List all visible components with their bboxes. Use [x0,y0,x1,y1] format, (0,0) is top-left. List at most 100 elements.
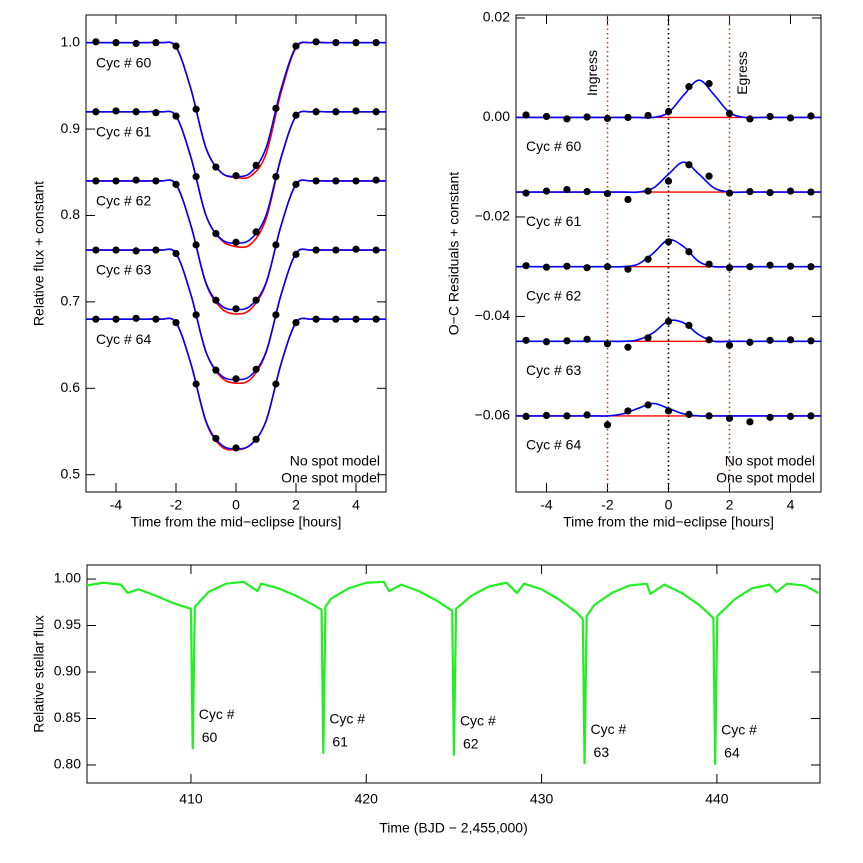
data-point [252,161,260,169]
x-tick-label: -4 [110,497,123,513]
x-axis-label: Time from the mid−eclipse [hours] [131,514,342,530]
data-point [252,296,260,304]
cycle-label: Cyc # [329,711,365,727]
data-point [603,114,612,123]
data-point [272,380,280,388]
data-point [272,172,280,181]
data-point [192,105,200,113]
data-point [192,380,200,388]
data-point [766,413,774,421]
x-tick-label: 420 [355,791,379,807]
data-point [705,80,713,88]
data-point [312,108,320,116]
data-point [746,115,754,123]
data-point [563,185,571,194]
data-point [272,104,280,112]
data-point [522,111,530,119]
y-axis-label: Relative flux + constant [31,181,47,326]
data-point [583,113,591,121]
data-point [352,39,360,47]
data-point [232,305,240,313]
data-point [603,340,612,348]
data-point [372,315,380,323]
data-point [725,341,734,349]
data-point [192,311,200,319]
data-point [563,412,571,420]
cycle-label: Cyc # 60 [526,138,581,154]
data-point [583,187,591,196]
data-point [786,336,795,344]
legend-entry: One spot model [281,470,380,486]
data-point [522,412,530,420]
data-point [352,245,360,253]
data-point [212,163,220,171]
data-point [563,337,571,345]
data-point [212,366,220,374]
data-point [624,113,632,122]
y-tick-label: 0.95 [54,616,81,632]
data-point [172,249,180,258]
data-point [92,315,100,323]
data-point [152,315,160,323]
data-point [746,263,754,271]
data-point [705,412,713,420]
data-point [172,180,180,188]
data-point [132,176,140,184]
cycle-number: 64 [724,745,740,761]
data-point [312,38,320,46]
data-point [624,407,632,415]
data-point [603,263,612,271]
y-tick-label: 0.00 [483,108,510,124]
cycle-label: Cyc # [591,721,627,737]
y-tick-label: 1.00 [54,570,81,586]
data-point [563,115,571,123]
cycle-label: Cyc # 63 [96,262,151,278]
data-point [603,189,612,198]
y-tick-label: 1.0 [61,33,81,49]
data-point [644,187,652,195]
cycle-number: 61 [332,734,348,750]
y-tick-label: 0.8 [61,206,81,222]
data-point [172,112,180,120]
data-point [372,39,380,47]
data-point [112,39,120,47]
data-point [563,262,571,270]
data-point [212,230,220,238]
data-point [92,108,100,116]
data-point [332,39,340,47]
plot-frame [85,14,387,493]
y-axis-label: Relative stellar flux [31,615,47,733]
cycle-label: Cyc # 60 [96,54,151,70]
data-point [312,315,320,323]
data-point [212,296,220,304]
cycle-label: Cyc # [721,722,757,738]
cycle-label: Cyc # [460,712,496,728]
cycle-label: Cyc # 63 [526,362,581,378]
legend-entry: One spot model [716,470,815,486]
data-point [725,264,734,272]
x-tick-label: 4 [352,497,360,513]
data-point [664,317,673,325]
data-point [212,434,220,443]
data-point [312,246,320,254]
data-point [112,107,120,115]
data-point [152,39,160,47]
legend-entry: No spot model [725,453,815,469]
data-point [542,411,551,420]
data-point [252,228,260,236]
data-point [522,336,530,344]
data-point [372,246,380,254]
data-point [644,334,652,342]
data-point [372,176,380,184]
data-point [664,407,673,415]
data-point [542,263,551,271]
data-point [786,114,795,122]
data-point [292,180,300,188]
data-point [624,195,632,204]
data-point [807,263,815,271]
x-tick-label: 0 [232,497,240,513]
data-point [132,314,140,322]
data-point [664,107,673,116]
